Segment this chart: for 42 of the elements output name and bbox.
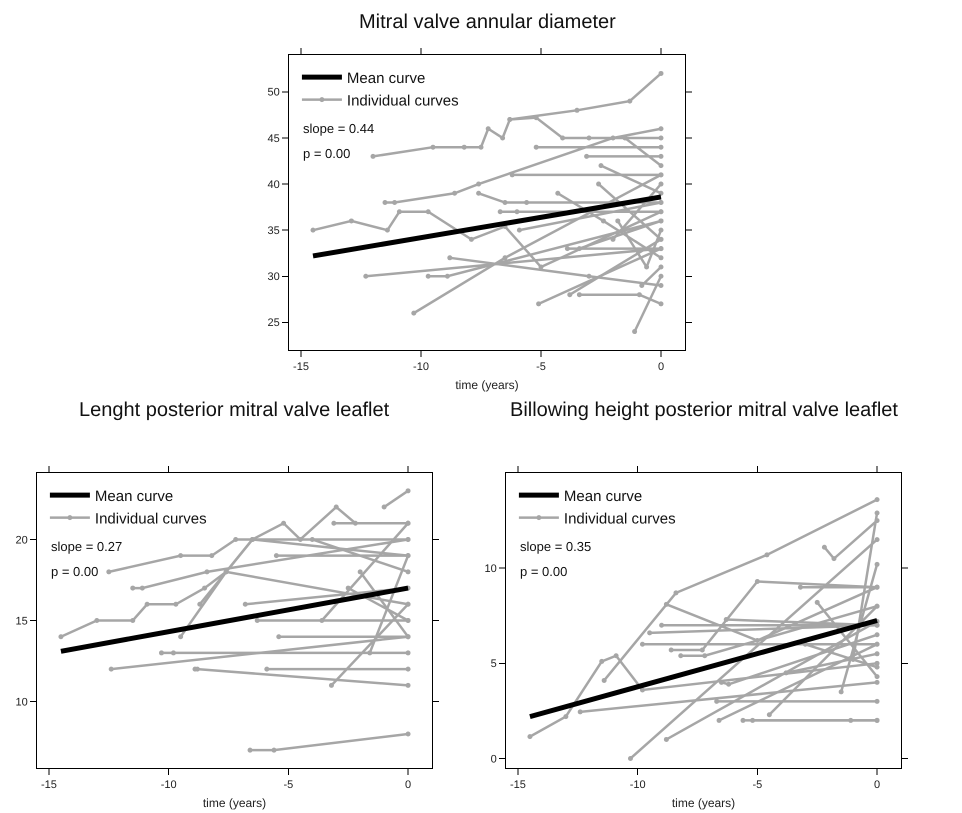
x-tick-label: -5 — [536, 361, 546, 374]
y-tick-label: 40 — [268, 178, 280, 191]
x-tick-label: -5 — [752, 779, 762, 792]
legend-label: Individual curves — [564, 510, 676, 528]
y-tick-label: 0 — [490, 753, 497, 766]
annotation: slope = 0.35 — [520, 539, 592, 554]
x-tick-label: -15 — [41, 779, 57, 792]
x-tick-label: 0 — [658, 361, 664, 374]
legend-label: Mean curve — [564, 488, 642, 505]
x-tick-label: -15 — [293, 361, 309, 374]
annotation: p = 0.00 — [51, 564, 98, 579]
legend-label: Mean curve — [346, 70, 426, 87]
x-axis-title: time (years) — [202, 796, 266, 810]
x-tick-label: -10 — [413, 361, 429, 374]
y-tick-label: 30 — [268, 271, 280, 284]
chart-title: Mitral valve annular diameter — [359, 11, 616, 33]
legend-label: Individual curves — [346, 92, 459, 110]
x-tick-label: 0 — [874, 779, 880, 792]
x-tick-label: -10 — [160, 779, 177, 792]
chart-title: Lenght posterior mitral valve leaflet — [79, 399, 390, 421]
y-tick-label: 10 — [16, 696, 28, 708]
y-tick-label: 15 — [16, 615, 28, 628]
x-axis-title: time (years) — [672, 796, 736, 810]
y-tick-label: 50 — [268, 86, 280, 99]
annotation: slope = 0.27 — [51, 539, 122, 554]
y-tick-label: 25 — [268, 317, 280, 330]
annotation: p = 0.00 — [520, 564, 568, 579]
y-tick-label: 45 — [268, 132, 280, 145]
y-tick-label: 5 — [490, 658, 497, 670]
x-tick-label: 0 — [404, 779, 412, 792]
y-tick-label: 10 — [484, 563, 497, 576]
legend-label: Individual curves — [94, 510, 207, 528]
x-tick-label: -5 — [283, 779, 294, 792]
annotation: p = 0.00 — [303, 146, 350, 161]
x-axis-title: time (years) — [455, 378, 519, 392]
annotation: slope = 0.44 — [303, 121, 374, 136]
legend-label: Mean curve — [94, 488, 174, 505]
chart-title: Billowing height posterior mitral valve leaflet — [510, 399, 898, 421]
y-tick-label: 20 — [16, 534, 28, 546]
x-tick-label: -10 — [630, 779, 646, 792]
y-tick-label: 35 — [268, 225, 280, 238]
x-tick-label: -15 — [510, 779, 526, 792]
